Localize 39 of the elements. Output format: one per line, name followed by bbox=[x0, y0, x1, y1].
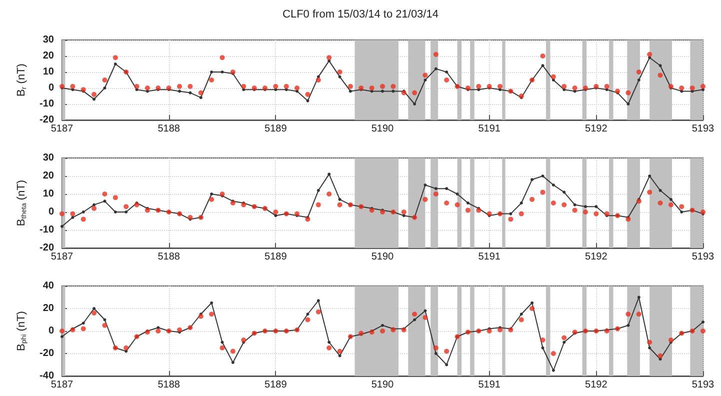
y-tick-label: 30 bbox=[42, 34, 54, 46]
x-tick-label: 5187 bbox=[50, 252, 74, 262]
x-tick-label: 5188 bbox=[158, 124, 180, 134]
x-tick-label: 5190 bbox=[371, 380, 394, 390]
x-tick-label: 5191 bbox=[478, 380, 501, 390]
y-tick-label: 20 bbox=[42, 303, 54, 314]
x-tick-label: 5192 bbox=[585, 124, 608, 134]
y-tick-label: 20 bbox=[42, 50, 54, 62]
y-tick-label: -20 bbox=[40, 348, 54, 359]
y-tick-label: 30 bbox=[42, 152, 54, 164]
y-tick-label: 0 bbox=[48, 206, 54, 218]
y-tick-label: 10 bbox=[42, 188, 54, 200]
x-tick-label: 5191 bbox=[478, 252, 501, 262]
x-tick-label: 5189 bbox=[264, 252, 288, 262]
y-tick-label: -10 bbox=[40, 98, 54, 110]
y-tick-label: -20 bbox=[40, 114, 54, 126]
x-tick-label: 5193 bbox=[692, 252, 715, 262]
x-tick-label: 5188 bbox=[158, 252, 180, 262]
y-tick-label: -10 bbox=[40, 224, 54, 236]
x-tick-label: 5191 bbox=[478, 124, 501, 134]
x-tick-label: 5192 bbox=[585, 252, 608, 262]
x-tick-label: 5189 bbox=[264, 380, 288, 390]
x-tick-label: 5188 bbox=[158, 380, 180, 390]
y-tick-label: 0 bbox=[48, 326, 54, 336]
y-tick-label: 40 bbox=[42, 280, 54, 292]
x-tick-label: 5190 bbox=[371, 124, 394, 134]
x-tick-label: 5187 bbox=[50, 380, 74, 390]
x-tick-label: 5193 bbox=[692, 124, 715, 134]
x-tick-label: 5189 bbox=[264, 124, 288, 134]
y-tick-label: 0 bbox=[48, 82, 54, 94]
y-tick-label: 10 bbox=[42, 66, 54, 78]
y-tick-label: 20 bbox=[42, 170, 54, 182]
x-tick-label: 5192 bbox=[585, 380, 608, 390]
x-tick-label: 5190 bbox=[371, 252, 394, 262]
x-tick-label: 5187 bbox=[50, 124, 74, 134]
x-tick-label: 5193 bbox=[692, 380, 715, 390]
chart-title: CLF0 from 15/03/14 to 21/03/14 bbox=[282, 8, 438, 20]
y-tick-label: -20 bbox=[40, 242, 54, 254]
y-tick-label: -40 bbox=[40, 370, 54, 382]
